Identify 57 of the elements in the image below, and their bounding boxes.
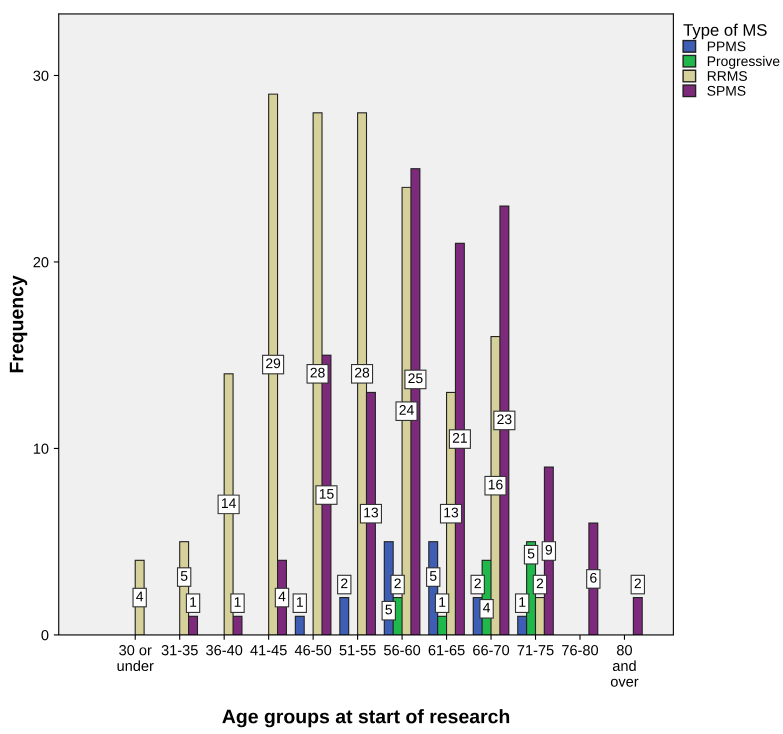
data-label: 9 xyxy=(546,544,552,555)
x-tick-label: 76-80 xyxy=(562,645,598,656)
data-label: 4 xyxy=(483,602,490,612)
data-label: 2 xyxy=(536,578,544,588)
y-tick-label: 30 xyxy=(33,70,48,81)
x-tick-label: 46-50 xyxy=(294,645,332,656)
y-tick-label: 0 xyxy=(41,630,48,640)
x-tick-label: 31-35 xyxy=(162,645,198,656)
data-label: 2 xyxy=(394,578,401,588)
x-tick-label: 30 or under xyxy=(118,645,154,672)
y-tick-label: 10 xyxy=(34,444,48,454)
data-label: 6 xyxy=(590,572,597,583)
data-label: 25 xyxy=(408,373,423,384)
data-label: 15 xyxy=(320,489,334,499)
x-tick-label: 41-45 xyxy=(250,645,287,656)
data-label: 28 xyxy=(355,368,370,378)
legend-title: Type of MS xyxy=(683,24,767,40)
data-label: 14 xyxy=(222,498,236,508)
x-tick-label: 71-75 xyxy=(518,645,554,656)
x-tick-label: 61-65 xyxy=(428,645,465,656)
bar xyxy=(294,616,305,635)
data-label: 2 xyxy=(634,578,641,588)
data-label: 5 xyxy=(528,548,534,558)
x-tick-label: 36-40 xyxy=(206,645,242,656)
y-axis-title: Frequency xyxy=(10,275,28,372)
data-label: 4 xyxy=(278,592,286,602)
data-label: 21 xyxy=(452,433,467,443)
x-axis-title: Age groups at start of research xyxy=(222,709,510,728)
data-label: 1 xyxy=(439,597,446,607)
data-label: 2 xyxy=(341,578,348,588)
data-label: 1 xyxy=(296,597,303,607)
data-label: 5 xyxy=(180,571,188,581)
data-label: 5 xyxy=(385,604,392,614)
data-label: 29 xyxy=(266,358,280,368)
data-label: 16 xyxy=(488,480,503,490)
bar xyxy=(339,597,350,635)
x-tick-label: 51-55 xyxy=(340,645,376,656)
data-label: 5 xyxy=(430,571,436,581)
legend-label: PPMS xyxy=(708,41,746,52)
legend-label: Progressive xyxy=(708,56,780,69)
data-label: 24 xyxy=(400,405,414,415)
legend-label: RRMS xyxy=(708,71,747,81)
data-label: 1 xyxy=(234,597,241,607)
data-label: 28 xyxy=(310,368,325,378)
data-label: 4 xyxy=(136,592,144,602)
x-tick-label: 80 and over xyxy=(610,645,638,687)
legend-label: SPMS xyxy=(707,86,746,96)
data-label: 1 xyxy=(519,597,526,607)
x-tick-label: 66-70 xyxy=(473,645,510,656)
x-tick-label: 56-60 xyxy=(384,645,420,656)
data-label: 23 xyxy=(497,414,512,424)
data-label: 13 xyxy=(364,508,378,518)
data-label: 13 xyxy=(444,508,458,518)
y-tick-label: 20 xyxy=(34,257,48,268)
data-label: 1 xyxy=(190,597,196,607)
data-label: 2 xyxy=(474,578,481,588)
bar xyxy=(632,597,643,635)
